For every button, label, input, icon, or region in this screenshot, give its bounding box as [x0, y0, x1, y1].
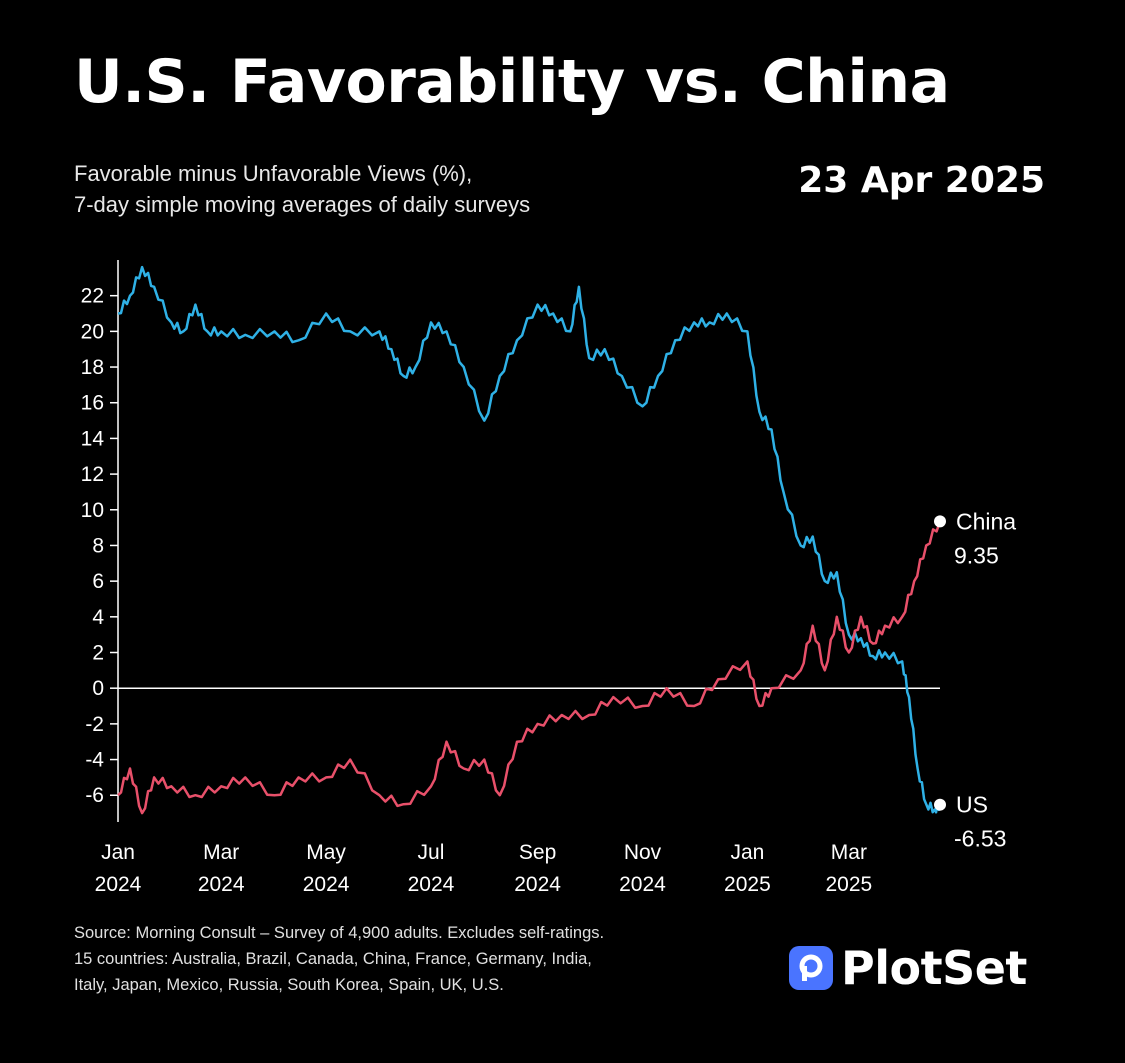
- source-line-1: Source: Morning Consult – Survey of 4,90…: [74, 924, 605, 942]
- y-tick-label: -6: [85, 784, 104, 807]
- y-tick-label: 12: [81, 463, 104, 486]
- y-tick-label: 18: [81, 356, 104, 379]
- x-axis: Jan 2024 Mar 2024 May 2024 Jul 2024 Sep 2024 Nov 20…: [95, 841, 873, 896]
- end-labels: US -6.53 China 9.35: [934, 508, 1016, 852]
- x-tick-label: May: [306, 841, 346, 864]
- y-tick-label: 2: [92, 642, 104, 665]
- x-tick-label: Jul: [418, 841, 445, 864]
- x-tick-label-year: 2024: [619, 873, 666, 896]
- y-tick-label: 10: [81, 499, 104, 522]
- chart-date: 23 Apr 2025: [798, 160, 1045, 201]
- x-tick-label-year: 2024: [198, 873, 245, 896]
- us-end-label: US: [956, 792, 988, 818]
- x-tick-label: Nov: [624, 841, 662, 864]
- x-tick-label-year: 2024: [303, 873, 350, 896]
- source-note: Source: Morning Consult – Survey of 4,90…: [74, 920, 604, 998]
- china-end-value: 9.35: [954, 542, 999, 568]
- x-tick-label-year: 2025: [825, 873, 872, 896]
- line-chart: -6 -4 -2 0 2 4 6 8 10 12 14 16 18 20 22 Jan 2024 Mar 2024…: [81, 260, 1016, 896]
- y-tick-label: -2: [85, 713, 104, 736]
- us-end-value: -6.53: [954, 826, 1006, 852]
- x-tick-label: Jan: [730, 841, 764, 864]
- source-line-2: 15 countries: Australia, Brazil, Canada,…: [74, 950, 592, 968]
- china-end-label: China: [956, 508, 1016, 534]
- us-series-line: [117, 265, 942, 814]
- subtitle-line-1: Favorable minus Unfavorable Views (%),: [74, 161, 473, 186]
- y-tick-label: 22: [81, 285, 104, 308]
- x-tick-label-year: 2024: [95, 873, 142, 896]
- x-tick-label: Sep: [519, 841, 556, 864]
- x-tick-label-year: 2024: [408, 873, 455, 896]
- y-tick-label: 4: [92, 606, 104, 629]
- china-series-line: [117, 520, 942, 815]
- x-tick-label: Mar: [203, 841, 239, 864]
- x-tick-label: Mar: [831, 841, 867, 864]
- x-tick-label: Jan: [101, 841, 135, 864]
- brand-logo: PlotSet: [789, 945, 1027, 991]
- plotset-logo-icon: [789, 946, 833, 990]
- subtitle-line-2: 7-day simple moving averages of daily su…: [74, 192, 531, 217]
- y-axis: -6 -4 -2 0 2 4 6 8 10 12 14 16 18 20 22: [81, 260, 940, 822]
- brand-name: PlotSet: [841, 941, 1027, 995]
- y-tick-label: -4: [85, 749, 104, 772]
- source-line-3: Italy, Japan, Mexico, Russia, South Kore…: [74, 976, 504, 994]
- x-tick-label-year: 2024: [514, 873, 561, 896]
- china-end-marker: [934, 515, 946, 528]
- y-tick-label: 0: [92, 677, 104, 700]
- y-tick-label: 14: [81, 427, 105, 450]
- y-tick-label: 6: [92, 570, 104, 593]
- y-tick-label: 8: [92, 534, 104, 557]
- series-lines: [117, 265, 942, 815]
- y-tick-label: 20: [81, 320, 104, 343]
- y-tick-label: 16: [81, 392, 104, 415]
- us-end-marker: [934, 798, 946, 811]
- x-tick-label-year: 2025: [724, 873, 771, 896]
- chart-title: U.S. Favorability vs. China: [74, 47, 950, 117]
- chart-subtitle: Favorable minus Unfavorable Views (%), 7…: [74, 158, 530, 220]
